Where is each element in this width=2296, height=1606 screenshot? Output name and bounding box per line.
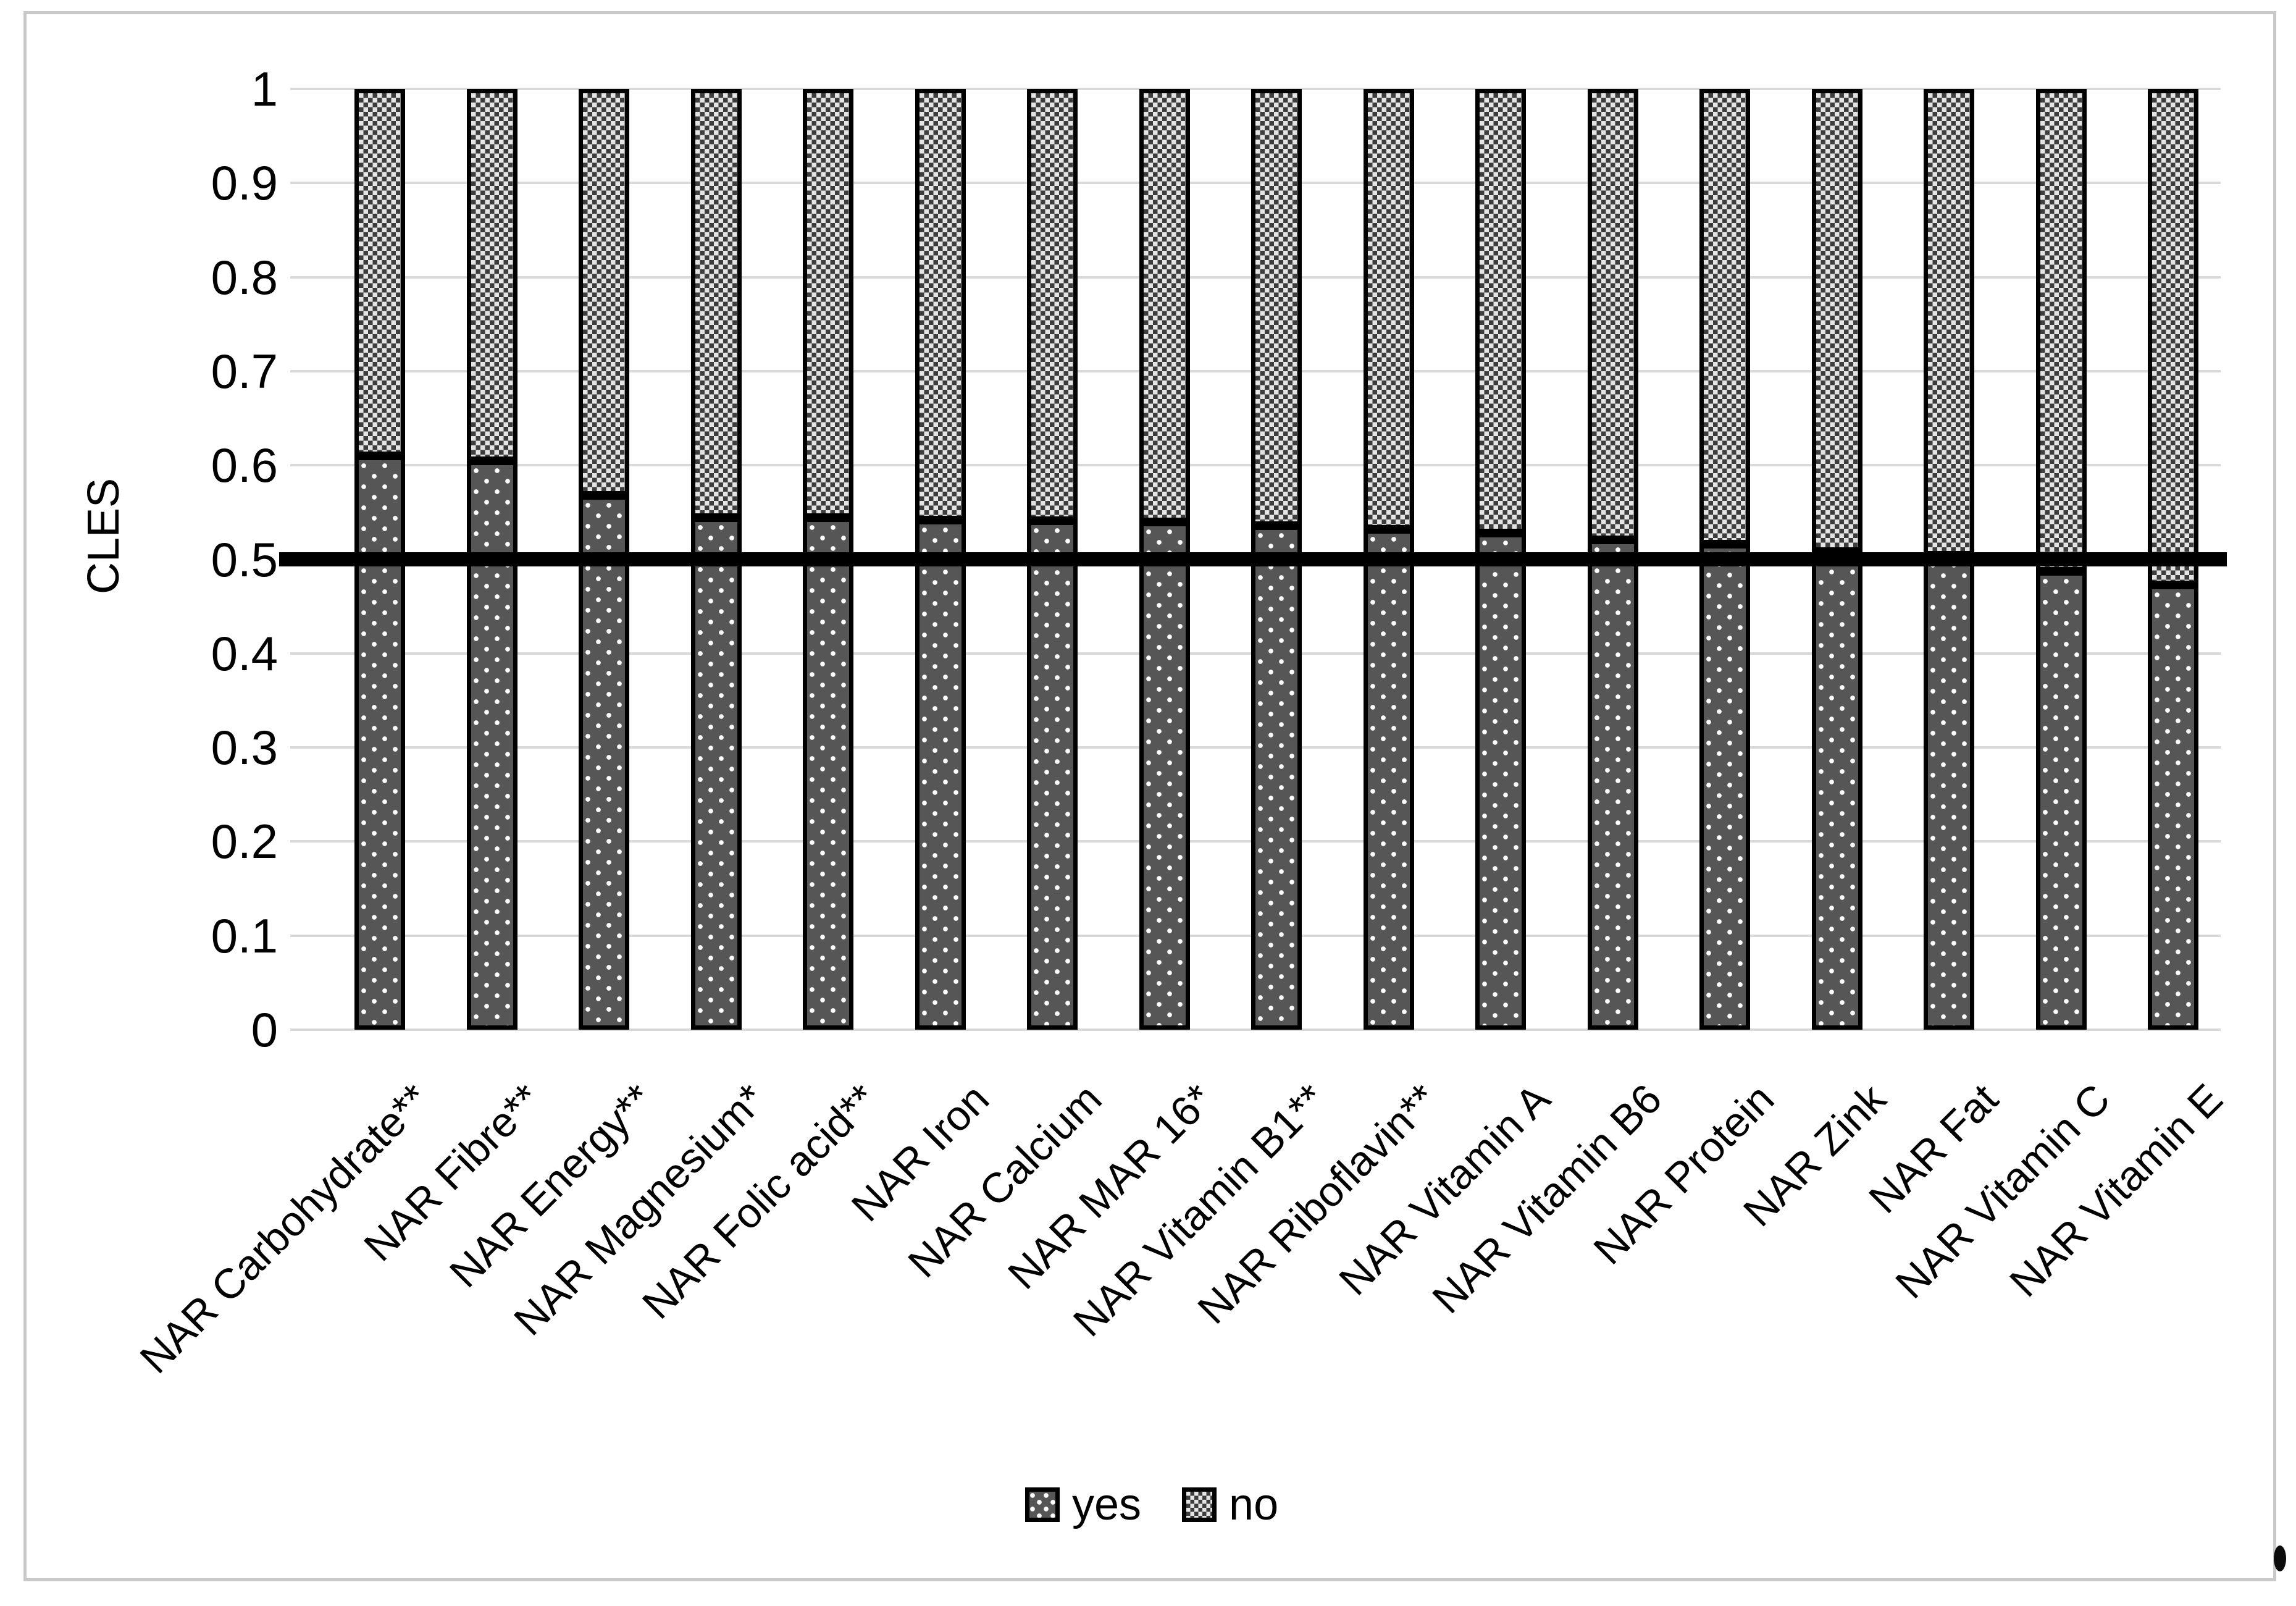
bar-nar-mar-16 [1139,89,1190,1030]
y-tick-label-0.7: 0.7 [211,344,278,398]
bar-nar-protein [1699,89,1750,1030]
bar-segment-no [915,89,966,520]
bar-segment-no [803,89,853,518]
bar-segment-yes [467,461,517,1030]
bar-segment-no [1027,89,1078,521]
y-tick-label-0.8: 0.8 [211,250,278,305]
y-tick-label-1: 1 [251,62,278,116]
legend-label-yes: yes [1072,1480,1142,1529]
bar-nar-energy [579,89,629,1030]
bar-nar-riboflavin [1364,89,1414,1030]
bar-nar-vitamin-b1 [1251,89,1302,1030]
bar-segment-no [1699,89,1750,544]
y-tick-label-0.6: 0.6 [211,438,278,492]
bar-segment-no [1475,89,1526,533]
bar-segment-no [691,89,742,518]
bar-segment-yes [2148,585,2198,1030]
bar-nar-magnesium [691,89,742,1030]
bar-segment-yes [1364,529,1414,1030]
legend-swatch-yes [1025,1487,1060,1522]
bar-nar-vitamin-c [2036,89,2087,1030]
legend-item-no: no [1182,1481,1278,1528]
y-tick-label-0.5: 0.5 [211,532,278,587]
bar-segment-no [2036,89,2087,571]
legend-item-yes: yes [1025,1481,1141,1528]
bar-nar-folic-acid [803,89,853,1030]
bar-segment-yes [1139,522,1190,1030]
y-tick-label-0.4: 0.4 [211,626,278,681]
bar-nar-fat [1924,89,1974,1030]
bar-segment-no [467,89,517,461]
bar-segment-no [1364,89,1414,529]
bar-segment-no [1812,89,1862,552]
legend-swatch-no [1182,1487,1217,1522]
plot-area [290,88,2221,1031]
bar-segment-yes [1027,521,1078,1030]
bar-segment-no [354,89,405,456]
gridline-0 [290,1028,2221,1031]
y-tick-label-0.3: 0.3 [211,720,278,775]
y-axis-title: CLES [79,477,128,595]
bar-segment-yes [1475,533,1526,1030]
y-tick-label-0.2: 0.2 [211,814,278,868]
bar-segment-no [1251,89,1302,526]
bar-nar-vitamin-a [1475,89,1526,1030]
bar-segment-yes [691,518,742,1030]
bar-nar-vitamin-b6 [1588,89,1638,1030]
bar-nar-iron [915,89,966,1030]
legend-label-no: no [1229,1480,1279,1529]
bar-segment-yes [354,456,405,1030]
bar-segment-no [1924,89,1974,555]
bar-segment-yes [1588,540,1638,1030]
y-tick-label-0.1: 0.1 [211,909,278,963]
bar-nar-calcium [1027,89,1078,1030]
bar-nar-zink [1812,89,1862,1030]
y-tick-label-0: 0 [251,1003,278,1057]
bar-segment-yes [2036,571,2087,1030]
bar-segment-yes [1924,555,1974,1030]
bar-segment-yes [915,520,966,1030]
bar-segment-yes [1812,552,1862,1030]
bar-segment-yes [1251,526,1302,1030]
y-tick-label-0.9: 0.9 [211,156,278,210]
bar-segment-yes [803,518,853,1030]
bar-segment-no [2148,89,2198,585]
bar-nar-vitamin-e [2148,89,2198,1030]
bar-segment-yes [1699,544,1750,1030]
bar-segment-no [579,89,629,495]
bar-segment-no [1139,89,1190,522]
legend: yes no [1025,1480,1278,1529]
bar-segment-yes [579,495,629,1030]
reference-line-0.5 [279,552,2227,566]
bar-segment-no [1588,89,1638,540]
edge-artifact-mark [2274,1545,2286,1571]
